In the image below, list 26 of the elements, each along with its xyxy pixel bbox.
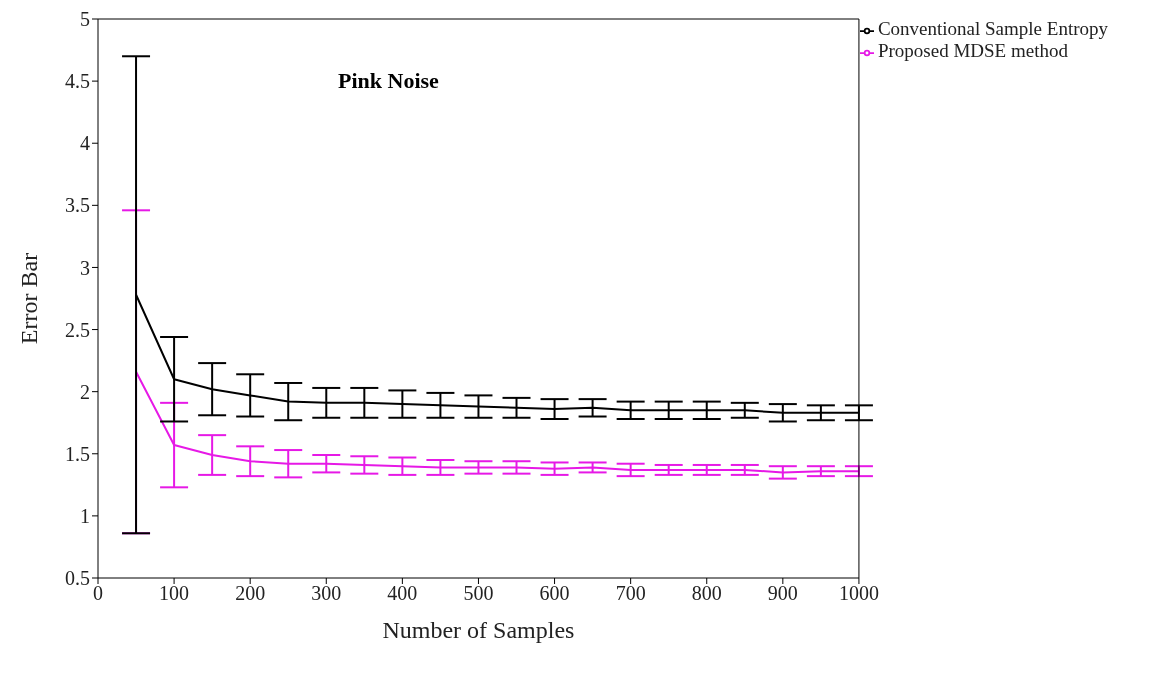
x-tick-label: 0 <box>93 582 103 605</box>
x-tick-label: 300 <box>311 582 342 605</box>
x-tick-label: 100 <box>159 582 190 605</box>
x-tick-label: 400 <box>387 582 418 605</box>
x-tick-label: 600 <box>539 582 570 605</box>
x-axis-title: Number of Samples <box>382 617 575 643</box>
y-tick-label: 3 <box>80 256 90 279</box>
y-tick-label: 4 <box>80 132 90 155</box>
y-tick-label: 3.5 <box>65 194 90 217</box>
y-tick-label: 2 <box>80 380 90 403</box>
y-tick-label: 4.5 <box>65 70 90 93</box>
legend-label: Conventional Sample Entropy <box>877 18 1108 39</box>
y-axis-title: Error Bar <box>15 252 42 345</box>
y-tick-label: 2.5 <box>65 318 90 341</box>
x-tick-label: 500 <box>463 582 494 605</box>
x-tick-label: 1000 <box>838 582 879 605</box>
y-tick-label: 0.5 <box>65 567 90 590</box>
x-tick-label: 900 <box>767 582 798 605</box>
annotation: Pink Noise <box>338 68 439 94</box>
y-tick-label: 1 <box>80 504 90 527</box>
x-tick-label: 700 <box>615 582 646 605</box>
legend-label: Proposed MDSE method <box>877 40 1068 61</box>
x-tick-label: 200 <box>235 582 266 605</box>
x-tick-label: 800 <box>691 582 722 605</box>
y-tick-label: 5 <box>80 8 90 31</box>
y-tick-label: 1.5 <box>65 442 90 465</box>
